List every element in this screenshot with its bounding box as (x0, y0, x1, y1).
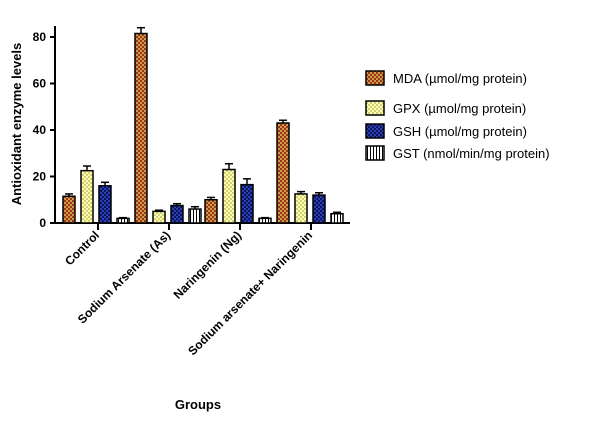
bar (170, 204, 184, 224)
legend-swatch (365, 145, 385, 161)
bar (330, 212, 344, 224)
y-tick-label: 0 (39, 216, 46, 230)
bar (80, 169, 94, 224)
x-axis-title: Groups (175, 397, 221, 412)
bar (222, 168, 236, 224)
bar (152, 210, 166, 224)
bar (134, 32, 148, 224)
legend-swatch (365, 123, 385, 139)
y-tick-label: 20 (33, 170, 47, 184)
bar (276, 122, 290, 224)
legend-label: GST (nmol/min/mg protein) (393, 146, 550, 161)
legend-label: MDA (µmol/mg protein) (393, 71, 527, 86)
bar (312, 194, 326, 224)
bar (204, 199, 218, 224)
category-label: Control (62, 228, 102, 268)
legend-label: GPX (µmol/mg protein) (393, 101, 526, 116)
bars (62, 26, 344, 224)
legend-swatch (365, 100, 385, 116)
bar (258, 217, 272, 224)
legend: MDA (µmol/mg protein) GPX (µmol/mg protei… (365, 70, 550, 161)
y-tick-label: 80 (33, 30, 47, 44)
legend-swatch (365, 70, 385, 86)
category-label: Sodium arsenate+ Naringenin (185, 228, 315, 358)
bar (98, 185, 112, 224)
y-tick-label: 60 (33, 77, 47, 91)
y-axis-title: Antioxidant enzyme levels (9, 43, 24, 206)
bar (294, 193, 308, 224)
bar (188, 208, 202, 224)
category-label: Naringenin (Ng) (171, 228, 245, 302)
y-tick-label: 40 (33, 123, 47, 137)
y-ticks: 0 20 40 60 80 (33, 30, 55, 230)
bar (62, 195, 76, 224)
bar (116, 217, 130, 224)
x-ticks (97, 223, 312, 230)
bar (240, 183, 254, 224)
legend-label: GSH (µmol/mg protein) (393, 124, 527, 139)
